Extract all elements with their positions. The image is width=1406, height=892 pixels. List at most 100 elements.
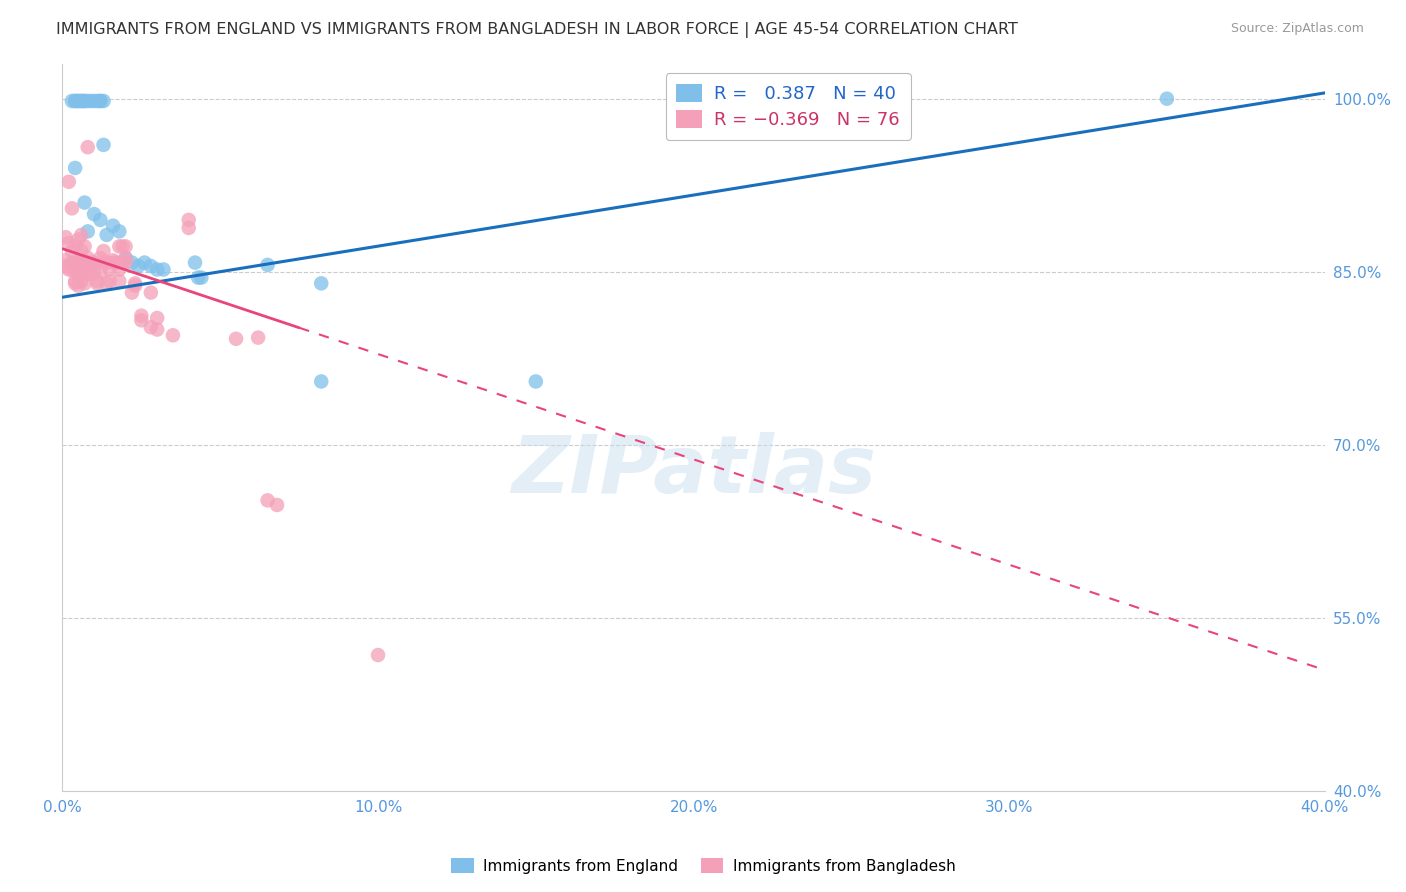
Point bbox=[89, 94, 111, 108]
Point bbox=[86, 277, 108, 291]
Point bbox=[93, 255, 115, 269]
Point bbox=[89, 213, 111, 227]
Point bbox=[139, 285, 162, 300]
Point bbox=[127, 259, 149, 273]
Point bbox=[55, 259, 77, 273]
Point bbox=[70, 255, 93, 269]
Point bbox=[146, 322, 169, 336]
Point bbox=[184, 255, 207, 269]
Point bbox=[93, 137, 115, 152]
Point bbox=[190, 270, 212, 285]
Point bbox=[58, 175, 80, 189]
Point bbox=[63, 277, 86, 291]
Point bbox=[76, 94, 98, 108]
Point bbox=[134, 255, 156, 269]
Point bbox=[67, 278, 90, 293]
Point bbox=[177, 213, 200, 227]
Point bbox=[60, 262, 83, 277]
Point bbox=[124, 277, 146, 291]
Point bbox=[101, 255, 124, 269]
Point bbox=[80, 255, 103, 269]
Point bbox=[114, 255, 136, 269]
Point bbox=[96, 227, 118, 242]
Point bbox=[58, 235, 80, 250]
Point bbox=[86, 274, 108, 288]
Point bbox=[70, 227, 93, 242]
Point bbox=[101, 219, 124, 233]
Point bbox=[121, 285, 143, 300]
Point bbox=[73, 267, 96, 281]
Point bbox=[67, 267, 90, 281]
Point bbox=[139, 320, 162, 334]
Point bbox=[108, 262, 131, 277]
Point bbox=[524, 375, 547, 389]
Point bbox=[139, 259, 162, 273]
Point bbox=[58, 262, 80, 277]
Text: IMMIGRANTS FROM ENGLAND VS IMMIGRANTS FROM BANGLADESH IN LABOR FORCE | AGE 45-54: IMMIGRANTS FROM ENGLAND VS IMMIGRANTS FR… bbox=[56, 22, 1018, 38]
Point bbox=[309, 375, 332, 389]
Point bbox=[73, 255, 96, 269]
Point bbox=[55, 230, 77, 244]
Point bbox=[162, 328, 184, 343]
Point bbox=[152, 262, 174, 277]
Point bbox=[73, 239, 96, 253]
Point bbox=[114, 239, 136, 253]
Point bbox=[76, 251, 98, 265]
Point bbox=[73, 94, 96, 108]
Point bbox=[55, 253, 77, 268]
Point bbox=[73, 195, 96, 210]
Text: Source: ZipAtlas.com: Source: ZipAtlas.com bbox=[1230, 22, 1364, 36]
Point bbox=[63, 94, 86, 108]
Point bbox=[63, 255, 86, 269]
Point bbox=[60, 202, 83, 216]
Point bbox=[187, 270, 209, 285]
Point bbox=[256, 258, 278, 272]
Point bbox=[93, 94, 115, 108]
Point bbox=[93, 244, 115, 258]
Point bbox=[67, 233, 90, 247]
Point bbox=[86, 94, 108, 108]
Point bbox=[67, 255, 90, 269]
Point bbox=[121, 255, 143, 269]
Point bbox=[80, 267, 103, 281]
Point bbox=[131, 313, 153, 327]
Point bbox=[177, 221, 200, 235]
Point bbox=[98, 262, 121, 277]
Point bbox=[114, 251, 136, 265]
Point bbox=[146, 262, 169, 277]
Point bbox=[247, 330, 270, 344]
Legend: Immigrants from England, Immigrants from Bangladesh: Immigrants from England, Immigrants from… bbox=[444, 852, 962, 880]
Point bbox=[108, 224, 131, 238]
Point bbox=[256, 493, 278, 508]
Point bbox=[98, 274, 121, 288]
Point bbox=[70, 274, 93, 288]
Point bbox=[63, 94, 86, 108]
Point bbox=[76, 255, 98, 269]
Point bbox=[76, 224, 98, 238]
Point bbox=[63, 274, 86, 288]
Point bbox=[124, 278, 146, 293]
Point bbox=[70, 265, 93, 279]
Point bbox=[114, 251, 136, 265]
Point bbox=[83, 265, 105, 279]
Point bbox=[83, 94, 105, 108]
Text: ZIPatlas: ZIPatlas bbox=[510, 433, 876, 510]
Point bbox=[73, 262, 96, 277]
Legend: R =   0.387   N = 40, R = −0.369   N = 76: R = 0.387 N = 40, R = −0.369 N = 76 bbox=[665, 73, 911, 140]
Point bbox=[108, 274, 131, 288]
Point bbox=[67, 262, 90, 277]
Point bbox=[60, 255, 83, 269]
Point bbox=[63, 239, 86, 253]
Point bbox=[83, 207, 105, 221]
Point bbox=[105, 255, 128, 269]
Point bbox=[309, 277, 332, 291]
Point bbox=[96, 277, 118, 291]
Point bbox=[63, 255, 86, 269]
Point bbox=[63, 161, 86, 175]
Point bbox=[76, 262, 98, 277]
Point bbox=[76, 140, 98, 154]
Point bbox=[146, 310, 169, 325]
Point bbox=[67, 94, 90, 108]
Point bbox=[101, 253, 124, 268]
Point bbox=[89, 251, 111, 265]
